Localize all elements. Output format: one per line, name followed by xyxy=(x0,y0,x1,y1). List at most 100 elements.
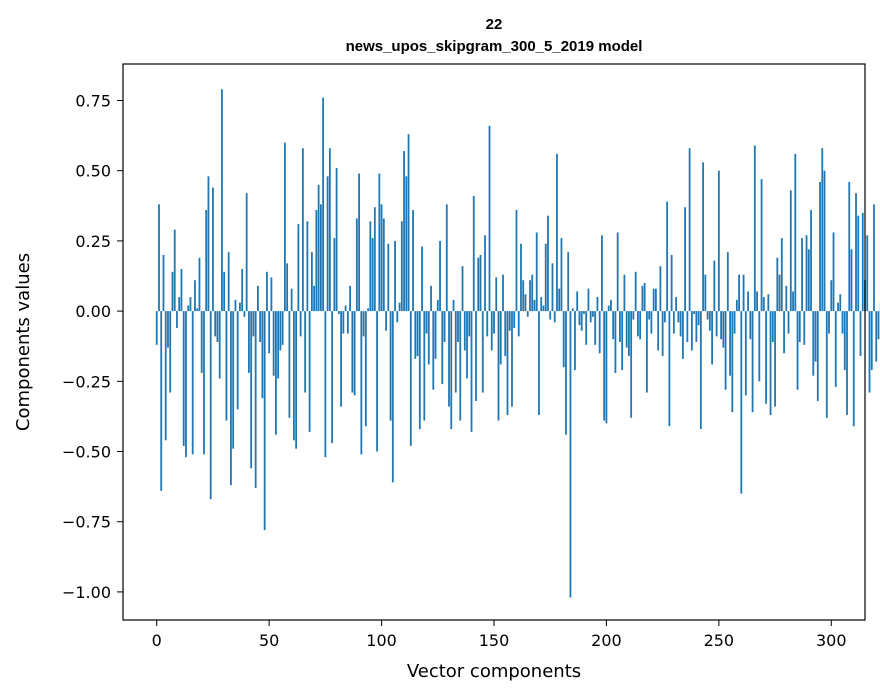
bar-217 xyxy=(643,283,646,312)
bar-29 xyxy=(221,89,223,312)
bar-281 xyxy=(787,311,790,334)
bar-314 xyxy=(861,212,864,312)
bar-67 xyxy=(306,221,309,312)
bar-61 xyxy=(292,311,295,441)
bar-89 xyxy=(355,218,358,312)
bar-13 xyxy=(185,311,187,458)
bar-209 xyxy=(625,311,628,348)
bar-137 xyxy=(463,311,466,351)
bar-97 xyxy=(373,207,376,312)
bar-99 xyxy=(378,173,381,312)
bar-243 xyxy=(702,162,705,312)
bar-184 xyxy=(569,311,572,598)
plot-frame xyxy=(122,63,866,621)
bar-256 xyxy=(731,311,734,413)
bar-294 xyxy=(816,311,819,401)
bar-129 xyxy=(445,204,448,312)
bar-265 xyxy=(751,311,754,413)
bar-158 xyxy=(511,311,513,407)
bar-288 xyxy=(803,311,806,345)
bar-9 xyxy=(176,311,178,328)
bar-115 xyxy=(414,311,417,359)
bar-8 xyxy=(173,229,176,312)
y-tick-label: −0.25 xyxy=(62,372,111,391)
bar-79 xyxy=(333,238,336,312)
bar-100 xyxy=(380,204,383,312)
bar-163 xyxy=(522,280,525,312)
bar-190 xyxy=(583,311,585,314)
bar-306 xyxy=(843,311,846,371)
bar-122 xyxy=(430,285,432,312)
bar-194 xyxy=(592,311,594,317)
bar-77 xyxy=(328,148,331,312)
bar-242 xyxy=(699,311,702,430)
bar-26 xyxy=(214,311,217,337)
bar-119 xyxy=(423,311,426,421)
bar-208 xyxy=(623,274,626,312)
bar-58 xyxy=(286,263,289,312)
bar-28 xyxy=(218,311,221,379)
bar-278 xyxy=(780,238,783,312)
bar-88 xyxy=(353,311,356,396)
bar-171 xyxy=(540,297,543,312)
bar-303 xyxy=(837,302,839,312)
bar-222 xyxy=(654,288,657,312)
bar-305 xyxy=(841,311,844,334)
bar-227 xyxy=(666,201,669,312)
bar-168 xyxy=(533,299,536,312)
bar-291 xyxy=(810,210,812,312)
bar-216 xyxy=(641,285,644,312)
bar-147 xyxy=(486,311,489,337)
bar-111 xyxy=(405,176,408,312)
bar-249 xyxy=(715,311,718,337)
bar-259 xyxy=(738,274,740,312)
bar-135 xyxy=(459,311,462,421)
bar-188 xyxy=(578,311,581,326)
bar-251 xyxy=(720,311,722,340)
bar-166 xyxy=(529,280,531,312)
bar-316 xyxy=(866,235,869,312)
bar-139 xyxy=(468,311,471,337)
bar-180 xyxy=(560,238,563,312)
bar-276 xyxy=(776,257,779,312)
bar-185 xyxy=(571,308,574,312)
bar-237 xyxy=(688,148,691,312)
bar-48 xyxy=(263,311,266,531)
bar-293 xyxy=(814,311,817,362)
bar-117 xyxy=(418,311,421,430)
bar-41 xyxy=(248,311,250,373)
bar-52 xyxy=(272,311,275,376)
bar-284 xyxy=(794,153,797,312)
bar-150 xyxy=(493,311,495,334)
bar-196 xyxy=(596,297,599,312)
bar-248 xyxy=(713,260,716,312)
bar-153 xyxy=(499,311,502,365)
bar-22 xyxy=(205,210,208,312)
bar-42 xyxy=(250,311,253,469)
x-tick-label: 250 xyxy=(704,631,735,650)
bar-232 xyxy=(677,311,680,323)
bar-40 xyxy=(245,193,248,312)
bar-96 xyxy=(371,238,374,312)
bar-series xyxy=(155,89,880,598)
bar-212 xyxy=(632,311,635,320)
bar-160 xyxy=(515,210,518,312)
x-tick-label: 0 xyxy=(152,631,162,650)
bar-110 xyxy=(403,151,405,312)
bar-50 xyxy=(268,311,271,354)
bar-321 xyxy=(877,311,880,340)
x-axis-ticks: 0 50 100 150 200 250 300 xyxy=(152,620,847,650)
bar-62 xyxy=(295,311,298,449)
bar-231 xyxy=(675,297,678,312)
bar-16 xyxy=(191,311,194,455)
bar-25 xyxy=(212,187,214,312)
bar-54 xyxy=(277,311,280,379)
bar-133 xyxy=(454,311,457,393)
bar-179 xyxy=(558,288,561,312)
bar-320 xyxy=(875,311,878,362)
bar-138 xyxy=(466,311,468,379)
bar-230 xyxy=(672,311,675,334)
bar-253 xyxy=(724,311,727,390)
bar-275 xyxy=(774,311,776,407)
bar-271 xyxy=(765,311,767,404)
